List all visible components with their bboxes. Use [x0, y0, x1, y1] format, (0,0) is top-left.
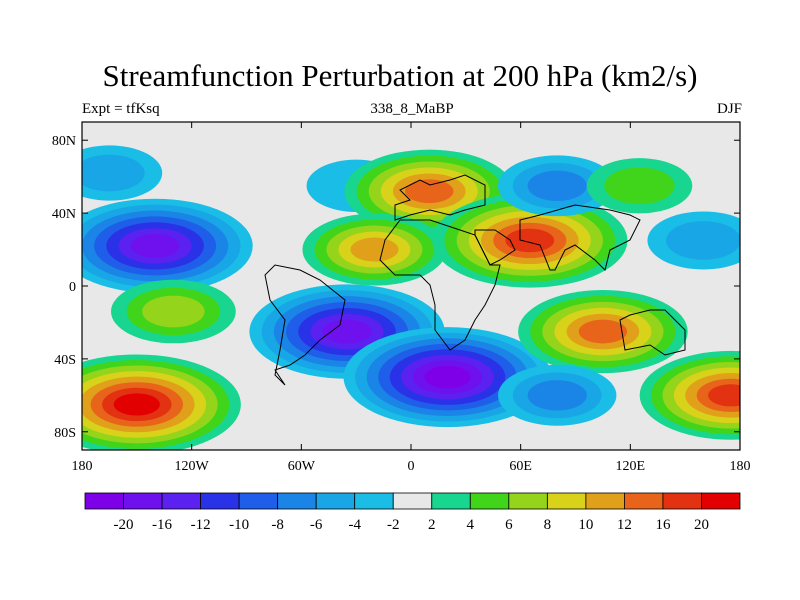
- colorbar-label: -12: [191, 517, 211, 533]
- colorbar-label: 12: [617, 517, 632, 533]
- colorbar-box: [277, 492, 317, 510]
- colorbar-label: -2: [387, 517, 400, 533]
- colorbar-box: [238, 492, 279, 510]
- lat-tick-label: 40S: [54, 353, 76, 368]
- continent-outline: [474, 229, 516, 266]
- continent-outline: [394, 174, 486, 221]
- colorbar-label: 4: [467, 517, 475, 533]
- contour-band: [666, 221, 740, 260]
- contour-band: [350, 237, 399, 262]
- lon-tick-label: 0: [408, 459, 415, 474]
- colorbar-box: [161, 492, 201, 510]
- contour-band: [578, 319, 628, 344]
- colorbar-box: [701, 492, 741, 510]
- contour-band: [527, 170, 587, 201]
- run-label: 338_8_MaBP: [370, 101, 454, 117]
- colorbar-label: -8: [271, 517, 284, 533]
- continent-outline: [379, 219, 501, 351]
- colorbar-box: [662, 492, 702, 510]
- lon-tick-label: 120W: [175, 459, 210, 474]
- contour-band: [505, 228, 555, 253]
- experiment-label: Expt = tfKsq: [82, 101, 160, 117]
- continent-outline: [519, 204, 641, 271]
- lat-tick-label: 40N: [52, 207, 76, 222]
- colorbar-label: -16: [152, 517, 172, 533]
- contour-band: [604, 167, 675, 205]
- season-label: DJF: [716, 101, 742, 117]
- colorbar-label: -20: [114, 517, 134, 533]
- colorbar-label: 10: [578, 517, 593, 533]
- lat-tick-label: 0: [69, 280, 76, 295]
- continent-outline: [619, 309, 686, 356]
- contour-layer: [82, 145, 740, 450]
- contour-band: [405, 179, 454, 204]
- lat-tick-label: 80S: [54, 426, 76, 441]
- contour-band: [130, 234, 180, 258]
- lat-tick-label: 80N: [52, 134, 76, 149]
- lon-tick-label: 180: [72, 459, 93, 474]
- contour-band: [113, 393, 160, 416]
- contour-band: [424, 366, 471, 389]
- map-title: Streamfunction Perturbation at 200 hPa (…: [102, 58, 698, 93]
- colorbar-label: 20: [694, 517, 709, 533]
- contour-band: [708, 384, 740, 407]
- colorbar-box: [315, 492, 356, 510]
- colorbar-box: [469, 492, 510, 510]
- lon-tick-label: 60W: [288, 459, 316, 474]
- colorbar-label: 2: [428, 517, 436, 533]
- colorbar-box: [546, 492, 587, 510]
- colorbar-label: -6: [310, 517, 323, 533]
- contour-band: [142, 295, 205, 328]
- lon-tick-label: 120E: [616, 459, 646, 474]
- colorbar-box: [585, 492, 625, 510]
- lon-tick-label: 60E: [509, 459, 532, 474]
- colorbar-box: [200, 492, 240, 510]
- colorbar-box: [431, 492, 471, 510]
- colorbar-box: [354, 492, 394, 510]
- colorbar-box: [624, 492, 664, 510]
- contour-band: [322, 319, 372, 344]
- colorbar-box: [392, 492, 433, 510]
- colorbar-box: [508, 492, 548, 510]
- colorbar-label: 6: [505, 517, 513, 533]
- contour-band: [527, 380, 587, 411]
- colorbar-box: [84, 492, 124, 510]
- colorbar-label: -10: [229, 517, 249, 533]
- continent-outline: [264, 264, 346, 386]
- colorbar-label: 16: [655, 517, 671, 533]
- colorbar-label: -4: [348, 517, 361, 533]
- contour-band: [82, 154, 145, 192]
- lon-tick-label: 180: [730, 459, 751, 474]
- colorbar-box: [123, 492, 163, 510]
- colorbar-label: 8: [544, 517, 552, 533]
